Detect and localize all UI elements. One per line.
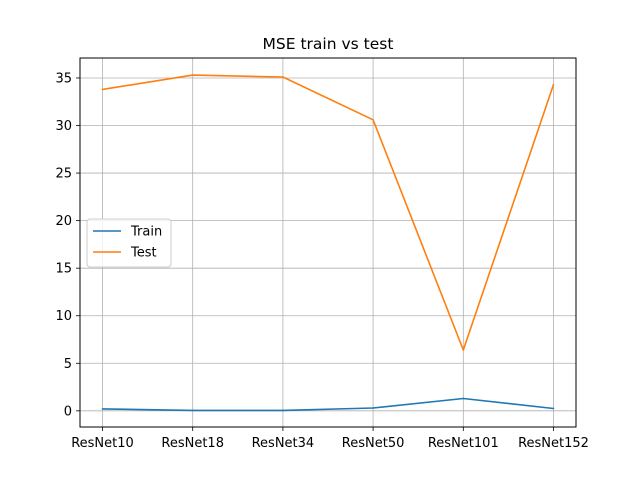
plot-area-frame [79, 57, 577, 428]
data-point-test [282, 76, 284, 78]
y-axis: 0 5 10 15 20 25 30 35 [55, 71, 80, 419]
data-point-test [372, 119, 374, 121]
y-tick-label: 20 [55, 214, 72, 229]
y-tick-label: 35 [55, 71, 72, 86]
y-tick-label: 25 [55, 167, 72, 182]
series-line-test [102, 74, 555, 351]
y-tick-label: 0 [64, 404, 72, 419]
x-tick-label: ResNet152 [518, 436, 589, 451]
data-point-train [101, 408, 104, 410]
x-tick-label: ResNet101 [428, 436, 499, 451]
data-point-train [191, 409, 194, 412]
data-point-test [191, 74, 194, 76]
y-tick-label: 5 [64, 357, 72, 372]
legend: Train Test [86, 218, 172, 268]
x-tick-label: ResNet34 [252, 436, 315, 451]
x-tick-label: ResNet10 [71, 436, 134, 451]
chart-title: MSE train vs test [263, 35, 394, 53]
data-point-train [552, 407, 555, 410]
y-tick-label: 30 [55, 119, 72, 134]
x-axis: ResNet10 ResNet18 ResNet34 ResNet50 ResNet10… [71, 427, 589, 451]
data-point-train [372, 407, 374, 409]
y-tick-label: 15 [55, 262, 72, 277]
data-point-train [462, 397, 465, 400]
data-point-test [462, 349, 465, 351]
y-tick-label: 10 [55, 309, 72, 324]
data-point-train [282, 409, 284, 412]
x-tick-label: ResNet50 [342, 436, 405, 451]
legend-label-test: Test [130, 246, 157, 261]
data-point-test [552, 83, 555, 86]
data-point-test [101, 88, 104, 91]
series-lines [101, 74, 555, 412]
x-tick-label: ResNet18 [161, 436, 224, 451]
series-line-train [102, 397, 554, 412]
legend-label-train: Train [130, 225, 162, 240]
